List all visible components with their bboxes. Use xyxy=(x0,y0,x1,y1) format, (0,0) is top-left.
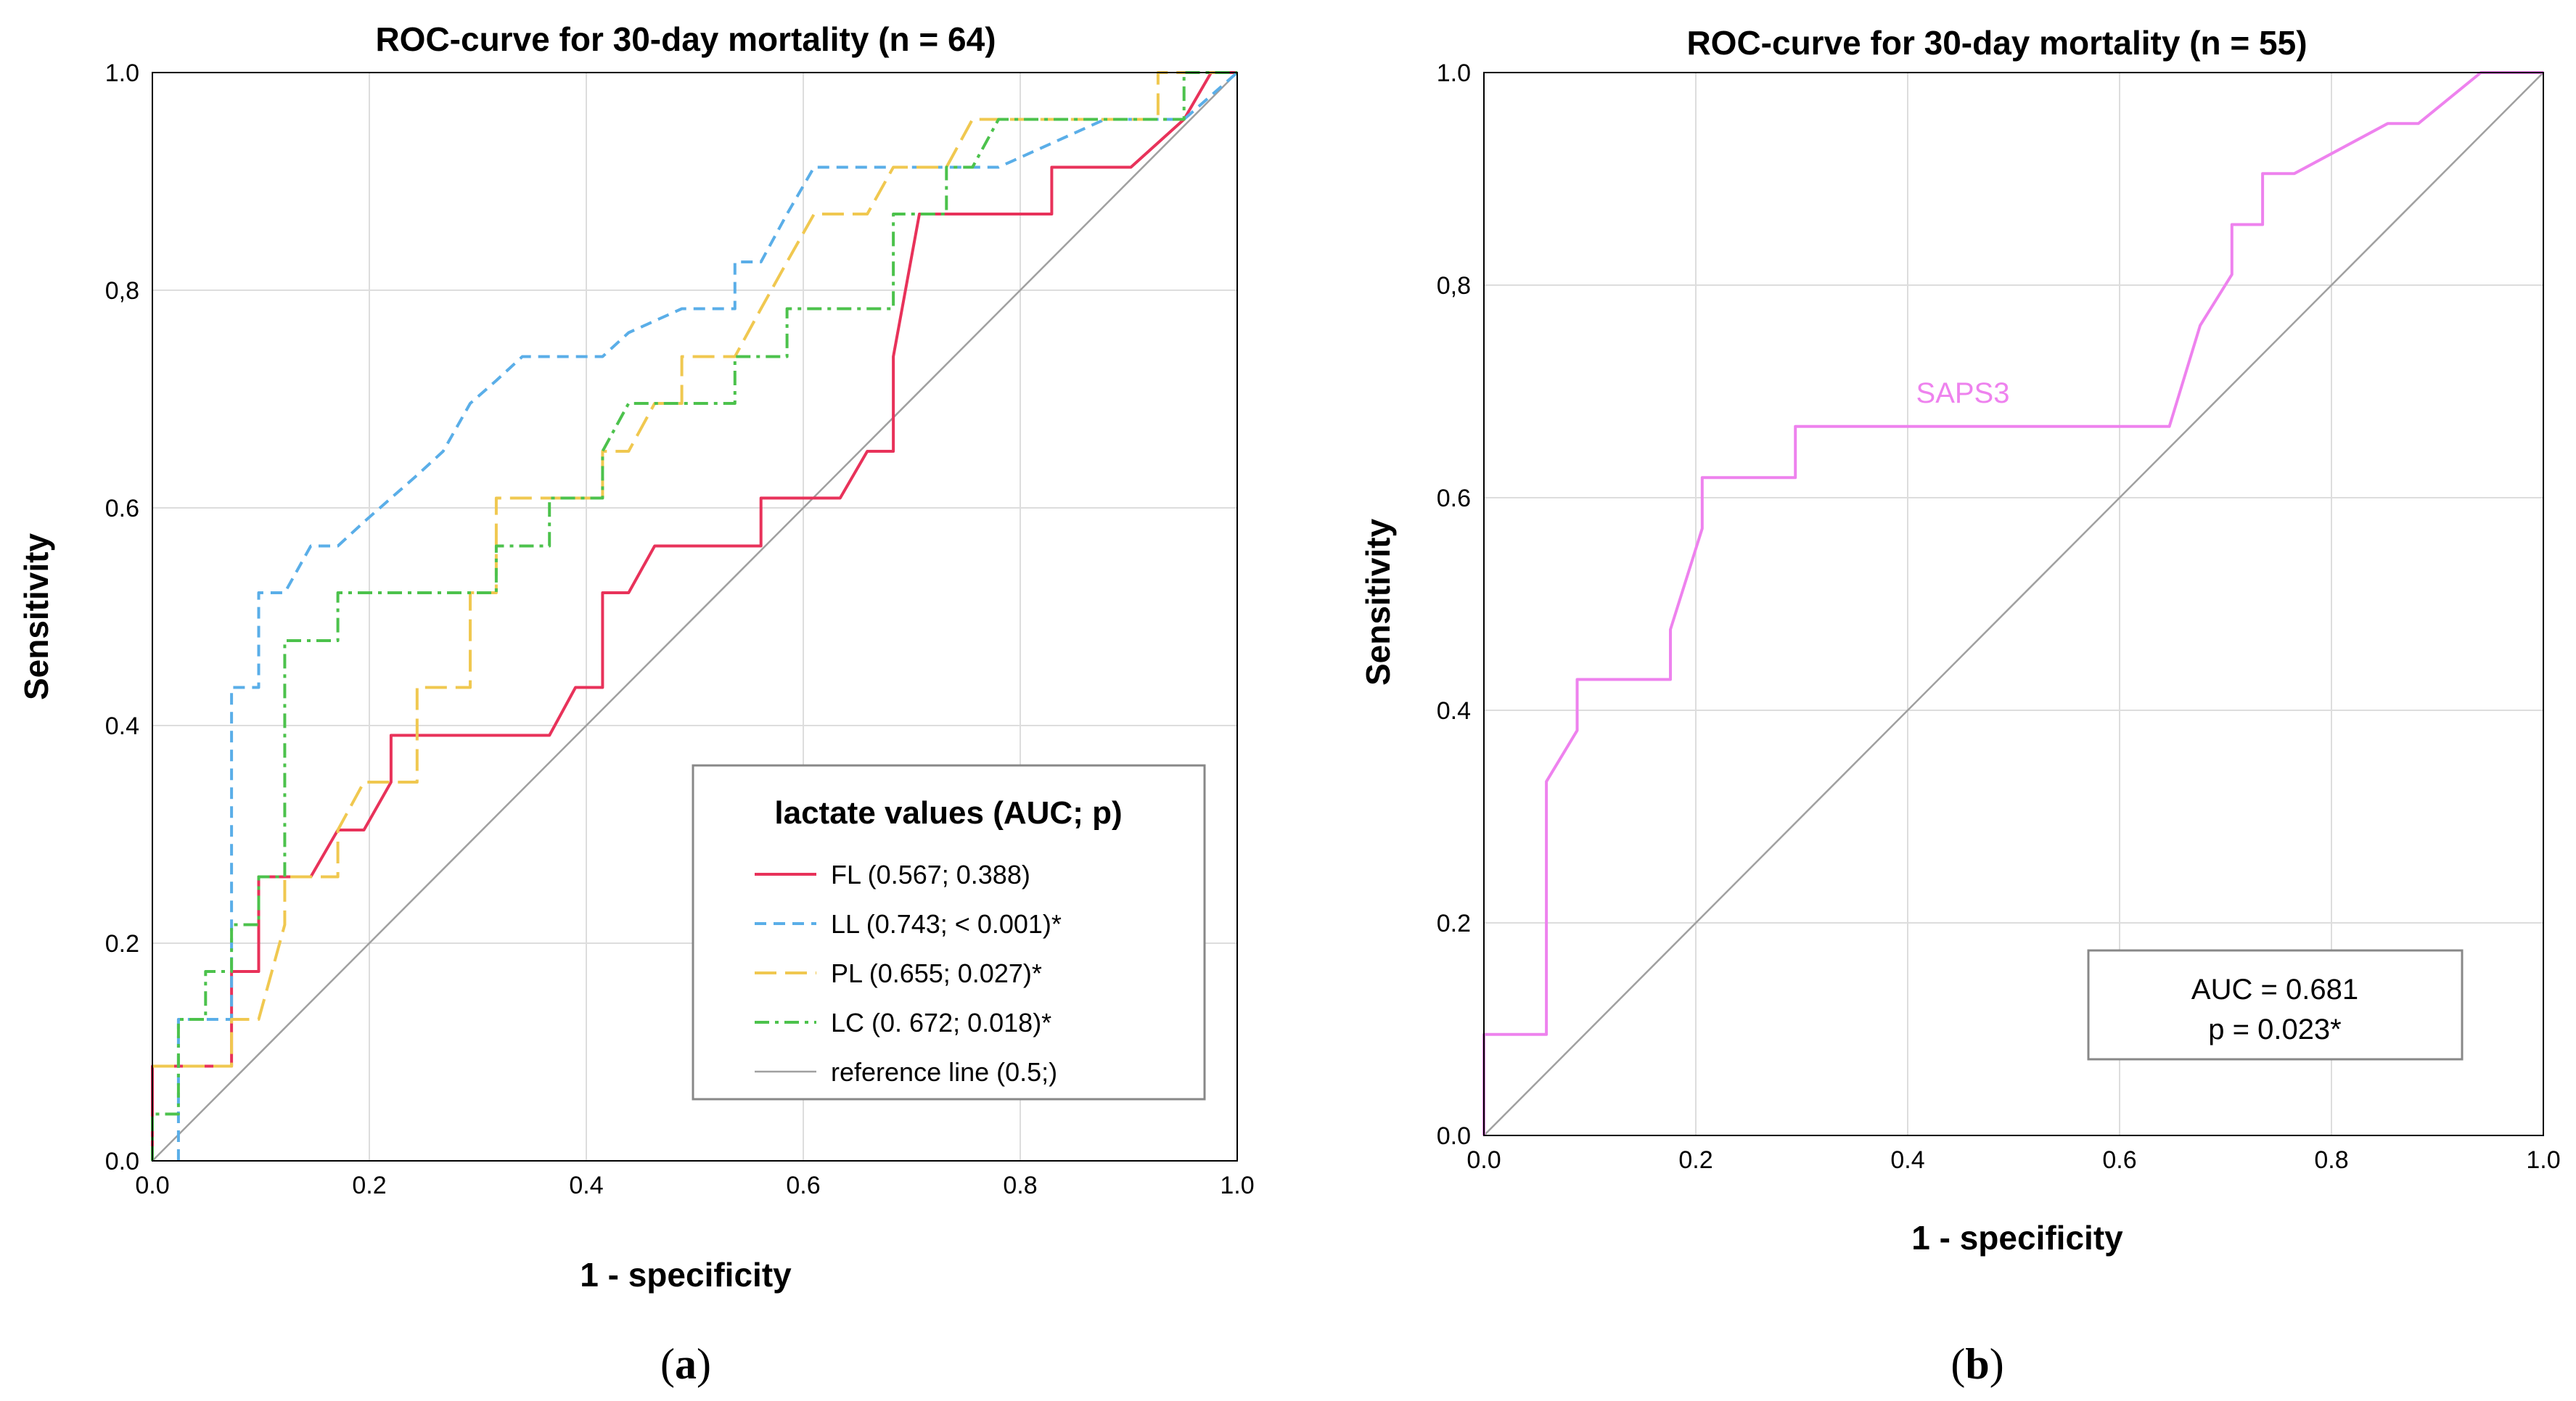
plot-frame-b xyxy=(1483,72,2544,1136)
x-tick-label: 0.4 xyxy=(1890,1146,1924,1174)
x-tick-label: 1.0 xyxy=(1220,1172,1254,1199)
reference-line-b xyxy=(1483,72,2544,1136)
panel-label-b-letter: b xyxy=(1965,1340,1989,1388)
grid-a xyxy=(152,73,1237,1161)
series-group-b xyxy=(1482,71,2543,1135)
panel-label-a-letter: a xyxy=(675,1340,697,1388)
x-tick-label: 0.8 xyxy=(1003,1172,1037,1199)
y-axis-label-b: Sensitivity xyxy=(1359,519,1397,686)
x-tick-label: 0.0 xyxy=(1467,1146,1501,1174)
legend-label: LC (0. 672; 0.018)* xyxy=(831,1008,1051,1038)
panel-label-b: (b) xyxy=(1951,1340,2003,1388)
legend-items: FL (0.567; 0.388) LL (0.743; < 0.001)* PL … xyxy=(755,860,1062,1087)
x-tick-label: 0.8 xyxy=(2314,1146,2348,1174)
y-tick-label: 0.4 xyxy=(1437,697,1471,725)
x-axis-label-a: 1 - specificity xyxy=(580,1256,792,1294)
p-value-text: p = 0.023* xyxy=(2208,1014,2342,1045)
series-line-fl xyxy=(151,71,1237,1161)
y-tick-label: 0,8 xyxy=(1437,272,1471,300)
y-tick-label: 0.0 xyxy=(105,1148,139,1175)
legend-label: PL (0.655; 0.027)* xyxy=(831,958,1042,988)
legend-label: LL (0.743; < 0.001)* xyxy=(831,909,1062,939)
reference-line xyxy=(1483,72,2544,1136)
legend-title: lactate values (AUC; p) xyxy=(774,795,1122,831)
annotation-box xyxy=(2087,949,2464,1061)
y-tick-label: 0.2 xyxy=(1437,910,1471,937)
legend-a: lactate values (AUC; p) FL (0.567; 0.388… xyxy=(692,764,1206,1101)
chart-panel-a: ROC-curve for 30-day mortality (n = 64) … xyxy=(17,20,1255,1388)
x-tick-label: 0.2 xyxy=(352,1172,386,1199)
x-tick-label: 0.2 xyxy=(1678,1146,1712,1174)
legend-label: reference line (0.5;) xyxy=(831,1057,1057,1087)
series-line-saps3 xyxy=(1482,71,2543,1135)
x-tick-label: 0.4 xyxy=(569,1172,603,1199)
x-tick-label: 0.0 xyxy=(135,1172,169,1199)
reference-line-a xyxy=(152,72,1238,1162)
x-ticks-b: 0.0 0.2 0.4 0.6 0.8 1.0 xyxy=(1467,1146,2560,1174)
y-tick-label: 0.6 xyxy=(105,495,139,522)
auc-annotation-box: AUC = 0.681 p = 0.023* xyxy=(2087,949,2464,1061)
y-tick-label: 0.0 xyxy=(1437,1122,1471,1150)
y-tick-label: 1.0 xyxy=(1437,59,1471,87)
chart-panel-b: ROC-curve for 30-day mortality (n = 55) … xyxy=(1359,24,2561,1388)
series-label-saps3: SAPS3 xyxy=(1916,377,2010,409)
y-tick-label: 0.6 xyxy=(1437,485,1471,512)
series-line-pl xyxy=(152,71,1237,1068)
reference-line xyxy=(152,72,1238,1162)
series-line-ll xyxy=(176,71,1239,1161)
legend-box xyxy=(692,764,1206,1101)
y-ticks-a: 0.0 0.2 0.4 0.6 0,8 1.0 xyxy=(105,59,139,1175)
y-tick-label: 0.4 xyxy=(105,712,139,740)
x-tick-label: 0.6 xyxy=(786,1172,820,1199)
x-ticks-a: 0.0 0.2 0.4 0.6 0.8 1.0 xyxy=(135,1172,1254,1199)
chart-title-a: ROC-curve for 30-day mortality (n = 64) xyxy=(375,20,996,58)
y-ticks-b: 0.0 0.2 0.4 0.6 0,8 1.0 xyxy=(1437,59,1471,1150)
panel-label-a: (a) xyxy=(660,1340,711,1388)
auc-value-text: AUC = 0.681 xyxy=(2191,974,2358,1006)
series-group-a xyxy=(151,71,1239,1161)
x-tick-label: 0.6 xyxy=(2102,1146,2136,1174)
chart-title-b: ROC-curve for 30-day mortality (n = 55) xyxy=(1686,24,2307,62)
x-axis-label-b: 1 - specificity xyxy=(1911,1219,2123,1257)
x-tick-label: 1.0 xyxy=(2526,1146,2560,1174)
y-tick-label: 0.2 xyxy=(105,930,139,958)
y-axis-label-a: Sensitivity xyxy=(17,533,55,701)
y-tick-label: 1.0 xyxy=(105,59,139,87)
legend-label: FL (0.567; 0.388) xyxy=(831,860,1030,890)
plot-frame-a xyxy=(152,72,1238,1162)
y-tick-label: 0,8 xyxy=(105,277,139,305)
